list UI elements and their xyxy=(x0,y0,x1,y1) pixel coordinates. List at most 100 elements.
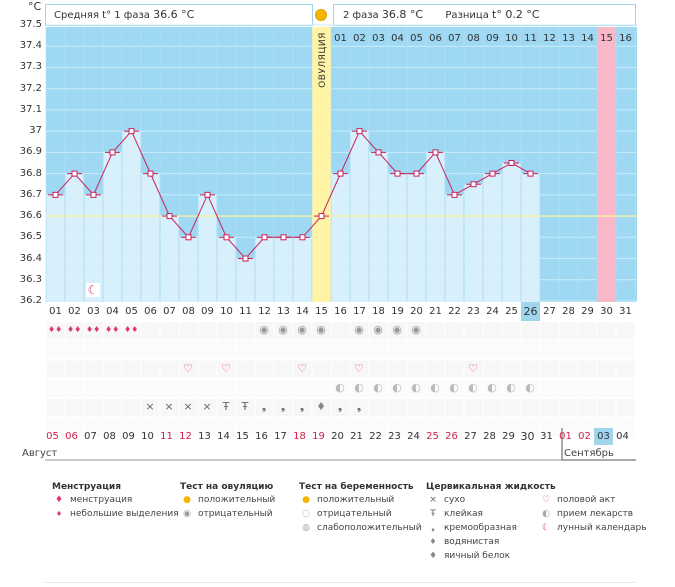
temp-bar xyxy=(65,173,84,302)
symptom-cell xyxy=(255,399,274,417)
temp-bar xyxy=(388,173,407,302)
menstruation-drop-icon: ♦♦ xyxy=(48,325,63,334)
creamy-icon: ❟ xyxy=(299,400,305,414)
symptom-cell xyxy=(388,322,407,340)
watery-icon: ♦ xyxy=(316,400,326,414)
symptom-cell xyxy=(46,341,65,359)
legend-dry: × сухо xyxy=(426,495,465,505)
symptom-cell xyxy=(160,399,179,417)
symptom-cell xyxy=(293,322,312,340)
calendar-day-label: 08 xyxy=(103,431,116,442)
calendar-day-label: 07 xyxy=(84,431,97,442)
symptom-cell xyxy=(331,322,350,340)
pill-icon: ◐ xyxy=(335,380,345,394)
symptom-cell xyxy=(350,399,369,417)
pill-icon: ◐ xyxy=(354,380,364,394)
symptom-cell xyxy=(369,399,388,417)
symptom-cell xyxy=(426,322,445,340)
symptom-cell xyxy=(46,418,65,436)
cycle-day-label: 28 xyxy=(562,306,575,317)
ovtest-negative-icon: ◉ xyxy=(297,323,307,336)
symptom-cell xyxy=(65,418,84,436)
symptom-cell xyxy=(103,341,122,359)
symptom-cell xyxy=(236,322,255,340)
cycle-day-label: 17 xyxy=(353,306,366,317)
cycle-day-label: 29 xyxy=(581,306,594,317)
temp-point xyxy=(470,181,477,188)
creamy-icon: ❟ xyxy=(261,400,267,414)
temp-point xyxy=(318,213,325,220)
symptom-cell xyxy=(502,341,521,359)
cycle-day-label: 10 xyxy=(220,306,233,317)
calendar-day-label: 23 xyxy=(388,431,401,442)
cycle-day-label: 26 xyxy=(523,305,538,318)
symptom-cell xyxy=(483,379,502,398)
symptom-cell xyxy=(445,399,464,417)
symptom-cell xyxy=(65,322,84,340)
heart-icon: ♡ xyxy=(468,361,478,375)
legend-pregnancy-title: Тест на беременность xyxy=(299,482,414,492)
temp-point xyxy=(166,213,173,220)
cycle-day-label: 16 xyxy=(334,306,347,317)
symptom-cell xyxy=(84,322,103,340)
symptom-cell xyxy=(255,341,274,359)
symptom-cell xyxy=(578,360,597,378)
symptom-cell xyxy=(350,418,369,436)
temp-point xyxy=(413,170,420,177)
calendar-day-label: 26 xyxy=(445,431,458,442)
symptom-cell xyxy=(559,341,578,359)
y-tick-label: 37.3 xyxy=(19,61,42,73)
today-calendar-highlight xyxy=(594,428,613,445)
symptom-cell xyxy=(179,379,198,398)
temp-point xyxy=(223,234,230,241)
temp-bar xyxy=(198,194,217,302)
ovtest-negative-icon: ◉ xyxy=(354,323,364,336)
symptom-cell xyxy=(426,418,445,436)
symptom-cell xyxy=(217,322,236,340)
legend-pregtest-positive: ● положительный xyxy=(299,495,394,505)
calendar-day-label: 21 xyxy=(350,431,363,442)
symptom-cell xyxy=(274,418,293,436)
symptom-cell xyxy=(426,379,445,398)
calendar-day-label: 06 xyxy=(65,431,78,442)
cycle-day-label: 09 xyxy=(201,306,214,317)
temp-point xyxy=(204,191,211,198)
creamy-icon: ❟ xyxy=(356,400,362,414)
symptom-cell xyxy=(103,399,122,417)
symptom-cell xyxy=(350,322,369,340)
temp-bar xyxy=(521,173,540,302)
symptom-cell xyxy=(540,341,559,359)
symptom-cell xyxy=(122,399,141,417)
menstruation-drop-icon: ♦♦ xyxy=(124,325,139,334)
calendar-day-label: 18 xyxy=(293,431,306,442)
y-tick-label: 36.4 xyxy=(19,252,42,264)
symptom-cell xyxy=(160,360,179,378)
temp-point xyxy=(71,170,78,177)
symptom-cell xyxy=(274,322,293,340)
symptom-cell xyxy=(502,322,521,340)
symptom-cell xyxy=(236,379,255,398)
temp-point xyxy=(147,170,154,177)
calendar-day-label: 27 xyxy=(464,431,477,442)
calendar-day-label: 19 xyxy=(312,431,325,442)
symptom-cell xyxy=(160,379,179,398)
cycle-day-label: 30 xyxy=(600,306,613,317)
symptom-cell xyxy=(198,360,217,378)
symptom-cell xyxy=(540,360,559,378)
symptom-cell xyxy=(103,360,122,378)
cycle-day-label: 08 xyxy=(182,306,195,317)
symptom-cell xyxy=(559,379,578,398)
symptom-cell xyxy=(312,379,331,398)
symptom-cell xyxy=(616,399,635,417)
diff-label: Разница xyxy=(445,10,489,21)
calendar-day-label: 31 xyxy=(540,431,553,442)
sticky-icon: Ŧ xyxy=(222,400,230,414)
symptom-cell xyxy=(616,418,635,436)
top-day-label: 11 xyxy=(521,33,540,44)
heart-icon: ♡ xyxy=(183,361,193,375)
calendar-day-label: 24 xyxy=(407,431,420,442)
temp-point xyxy=(527,170,534,177)
dry-icon: × xyxy=(145,400,155,414)
symptom-cell xyxy=(407,341,426,359)
